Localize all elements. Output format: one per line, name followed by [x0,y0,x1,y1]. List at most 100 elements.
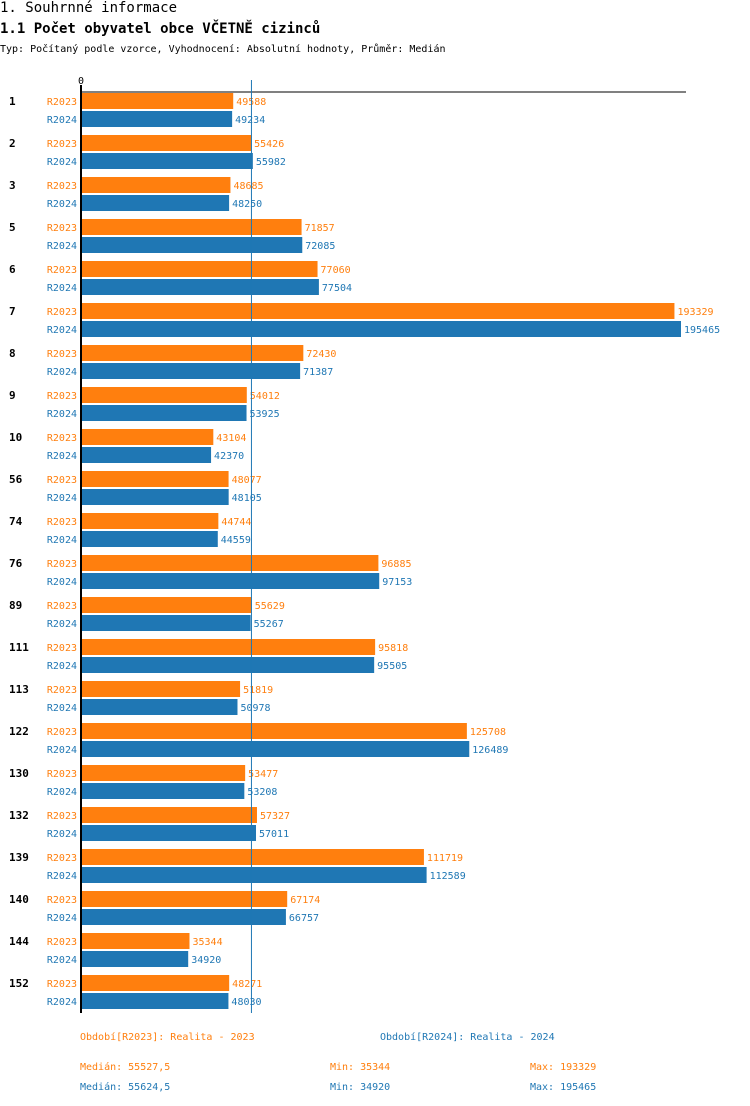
chart-subtitle: Typ: Počítaný podle vzorce, Vyhodnocení:… [0,44,446,55]
bar-r2023 [81,933,190,949]
bar-r2024 [81,111,233,127]
bar-r2023 [81,723,467,739]
series-label: R2024 [47,409,77,420]
bar-r2024 [81,699,238,715]
bar-r2023 [81,387,247,403]
category-label: 89 [9,599,22,612]
bar-r2024 [81,783,245,799]
data-label: 111719 [427,853,463,864]
series-label: R2024 [47,283,77,294]
category-label: 8 [9,347,16,360]
bar-r2024 [81,825,257,841]
category-label: 130 [9,767,29,780]
data-label: 54012 [250,391,280,402]
category-label: 10 [9,431,22,444]
series-label: R2023 [47,223,77,234]
data-label: 48105 [232,493,262,504]
data-label: 126489 [472,745,508,756]
data-label: 55267 [254,619,284,630]
section-title: 1. Souhrnné informace [0,0,178,16]
series-label: R2024 [47,829,77,840]
series-label: R2023 [47,643,77,654]
bar-r2023 [81,93,234,109]
category-label: 9 [9,389,16,402]
bar-r2024 [81,363,301,379]
category-label: 132 [9,809,29,822]
bar-r2023 [81,807,257,823]
series-label: R2023 [47,433,77,444]
data-label: 48250 [232,199,262,210]
data-label: 49234 [235,115,265,126]
bar-r2024 [81,405,247,421]
series-label: R2024 [47,199,77,210]
data-label: 125708 [470,727,506,738]
data-label: 96885 [381,559,411,570]
bar-r2023 [81,219,302,235]
series-label: R2023 [47,265,77,276]
series-label: R2024 [47,913,77,924]
bar-r2024 [81,993,229,1009]
data-label: 55426 [254,139,284,150]
category-label: 140 [9,893,29,906]
legend-r2023: Období[R2023]: Realita - 2023 [80,1032,255,1043]
data-label: 48685 [233,181,263,192]
category-label: 2 [9,137,16,150]
data-label: 34920 [191,955,221,966]
series-label: R2024 [47,703,77,714]
series-label: R2023 [47,559,77,570]
category-label: 1 [9,95,16,108]
stat-r2023-max: Max: 193329 [530,1062,597,1073]
data-label: 72430 [306,349,336,360]
series-label: R2024 [47,451,77,462]
series-label: R2023 [47,979,77,990]
series-label: R2024 [47,367,77,378]
series-label: R2024 [47,745,77,756]
series-label: R2024 [47,871,77,882]
bar-r2024 [81,489,229,505]
series-label: R2023 [47,475,77,486]
data-label: 51819 [243,685,273,696]
series-label: R2023 [47,139,77,150]
legend-r2024: Období[R2024]: Realita - 2024 [380,1032,555,1043]
bar-r2024 [81,909,286,925]
bar-r2024 [81,153,253,169]
series-label: R2023 [47,517,77,528]
data-label: 55629 [255,601,285,612]
bar-r2023 [81,681,241,697]
data-label: 112589 [430,871,466,882]
category-label: 122 [9,725,29,738]
category-label: 74 [9,515,23,528]
series-label: R2024 [47,577,77,588]
data-label: 95505 [377,661,407,672]
series-label: R2023 [47,601,77,612]
stat-r2024-median: Medián: 55624,5 [80,1082,171,1093]
bar-r2024 [81,195,230,211]
bar-r2023 [81,765,246,781]
category-label: 152 [9,977,29,990]
category-label: 111 [9,641,29,654]
series-label: R2024 [47,325,77,336]
category-label: 5 [9,221,16,234]
series-label: R2023 [47,97,77,108]
category-label: 56 [9,473,23,486]
stat-r2024-min: Min: 34920 [330,1082,391,1093]
data-label: 71387 [303,367,333,378]
bar-r2023 [81,345,304,361]
bar-r2024 [81,531,218,547]
data-label: 97153 [382,577,412,588]
bar-r2023 [81,849,424,865]
series-label: R2023 [47,853,77,864]
series-label: R2023 [47,181,77,192]
data-label: 43104 [216,433,246,444]
bar-r2023 [81,303,675,319]
series-label: R2024 [47,787,77,798]
data-label: 72085 [305,241,335,252]
series-label: R2023 [47,349,77,360]
category-label: 6 [9,263,16,276]
series-label: R2023 [47,685,77,696]
bar-r2023 [81,555,379,571]
bar-r2023 [81,261,318,277]
bar-r2023 [81,597,252,613]
data-label: 95818 [378,643,408,654]
data-label: 67174 [290,895,320,906]
